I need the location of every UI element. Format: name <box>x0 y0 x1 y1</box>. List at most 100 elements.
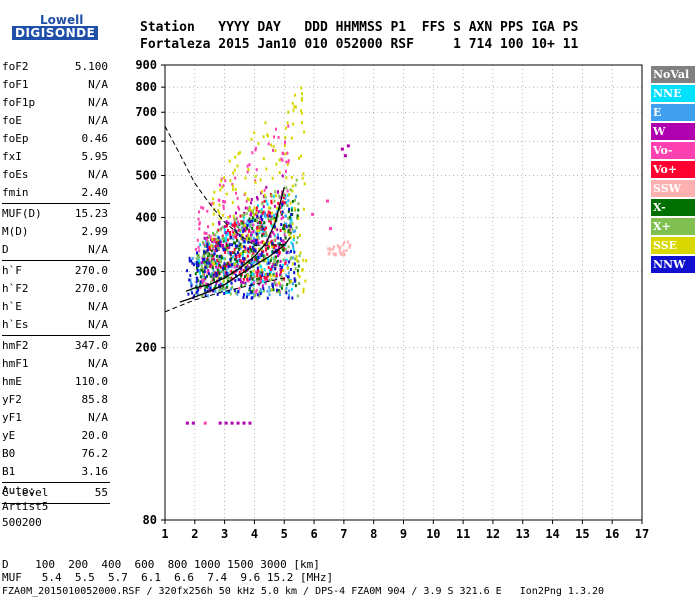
param-label: B0 <box>2 447 16 460</box>
echo-point <box>255 209 258 213</box>
echo-point <box>221 236 224 240</box>
echo-point <box>212 231 214 235</box>
echo-point <box>230 235 233 239</box>
echo-point <box>196 238 199 242</box>
echo-point <box>268 219 271 223</box>
echo-point <box>262 157 265 160</box>
echo-point <box>278 158 281 162</box>
echo-point <box>276 228 279 232</box>
echo-point <box>232 233 235 237</box>
echo-point <box>212 237 215 241</box>
echo-point <box>203 236 206 240</box>
echo-point <box>212 197 215 201</box>
echo-point <box>237 290 240 294</box>
echo-point <box>290 249 292 253</box>
echo-point <box>256 219 259 223</box>
echo-point <box>226 230 229 234</box>
echo-point <box>260 251 263 255</box>
echo-point <box>297 202 300 206</box>
echo-point <box>285 225 288 229</box>
echo-point <box>288 224 291 228</box>
echo-point <box>221 282 224 286</box>
echo-point <box>287 110 290 114</box>
echo-point <box>196 253 199 257</box>
echo-point <box>198 249 201 253</box>
echo-point <box>327 252 330 256</box>
echo-point <box>343 154 347 158</box>
echo-point <box>231 285 234 289</box>
echo-point <box>217 228 220 232</box>
echo-point <box>267 142 270 146</box>
echo-point <box>206 252 209 256</box>
echo-point <box>258 262 261 266</box>
echo-point <box>271 242 274 245</box>
echo-point <box>256 237 259 241</box>
echo-point <box>223 176 226 180</box>
echo-point <box>218 255 221 258</box>
echo-point <box>251 296 254 299</box>
echo-point <box>253 206 256 210</box>
echo-point <box>226 238 229 242</box>
echo-point <box>219 238 222 242</box>
echo-point <box>272 265 275 269</box>
echo-point <box>282 152 285 156</box>
echo-point <box>266 278 269 282</box>
echo-point <box>281 202 284 206</box>
echo-point <box>297 216 300 220</box>
echo-point <box>239 151 241 155</box>
echo-point <box>224 287 227 291</box>
echo-point <box>249 274 252 278</box>
echo-point <box>189 281 192 285</box>
echo-point <box>203 421 207 425</box>
echo-point <box>232 171 235 175</box>
echo-point <box>216 230 219 234</box>
echo-point <box>215 272 218 275</box>
param-row: yF1 N/A <box>0 409 112 427</box>
echo-point <box>258 274 261 278</box>
param-value: N/A <box>88 243 108 256</box>
echo-point <box>291 282 294 286</box>
echo-point <box>202 280 205 284</box>
echo-point <box>286 250 289 254</box>
echo-point <box>250 198 253 201</box>
echo-point <box>267 259 270 263</box>
param-row: h`F2 270.0 <box>0 280 112 298</box>
echo-point <box>224 179 227 183</box>
echo-point <box>222 280 225 284</box>
echo-point <box>242 250 245 254</box>
echo-point <box>244 275 246 279</box>
echo-point <box>294 105 297 109</box>
echo-point <box>238 222 241 226</box>
ionogram-chart: 1 2 3 4 5 6 7 8 9 10 11 12 13 14 15 16 17802003004005006… <box>135 58 649 541</box>
echo-point <box>235 257 238 261</box>
echo-point <box>327 247 330 251</box>
echo-point <box>240 267 243 271</box>
echo-point <box>228 243 231 247</box>
echo-point <box>249 220 252 224</box>
echo-point <box>186 269 189 273</box>
echo-point <box>233 248 236 251</box>
echo-point <box>293 207 296 210</box>
param-value: N/A <box>88 300 108 313</box>
param-row: hmF1 N/A <box>0 355 112 373</box>
echo-point <box>203 259 206 263</box>
legend-item: W <box>651 123 695 140</box>
echo-point <box>263 188 266 192</box>
echo-point <box>280 206 283 209</box>
echo-point <box>293 279 296 283</box>
echo-point <box>332 252 335 256</box>
echo-point <box>255 232 258 236</box>
echo-point <box>272 148 274 152</box>
echo-point <box>207 283 210 287</box>
param-label: yE <box>2 429 16 442</box>
echo-point <box>260 265 263 269</box>
echo-point <box>211 254 214 258</box>
echo-point <box>222 184 225 188</box>
echo-point <box>242 295 245 299</box>
echo-point <box>282 239 285 243</box>
echo-point <box>222 239 225 243</box>
echo-point <box>201 240 204 244</box>
echo-point <box>225 238 227 242</box>
echo-point <box>217 247 220 250</box>
echo-point <box>340 251 343 255</box>
